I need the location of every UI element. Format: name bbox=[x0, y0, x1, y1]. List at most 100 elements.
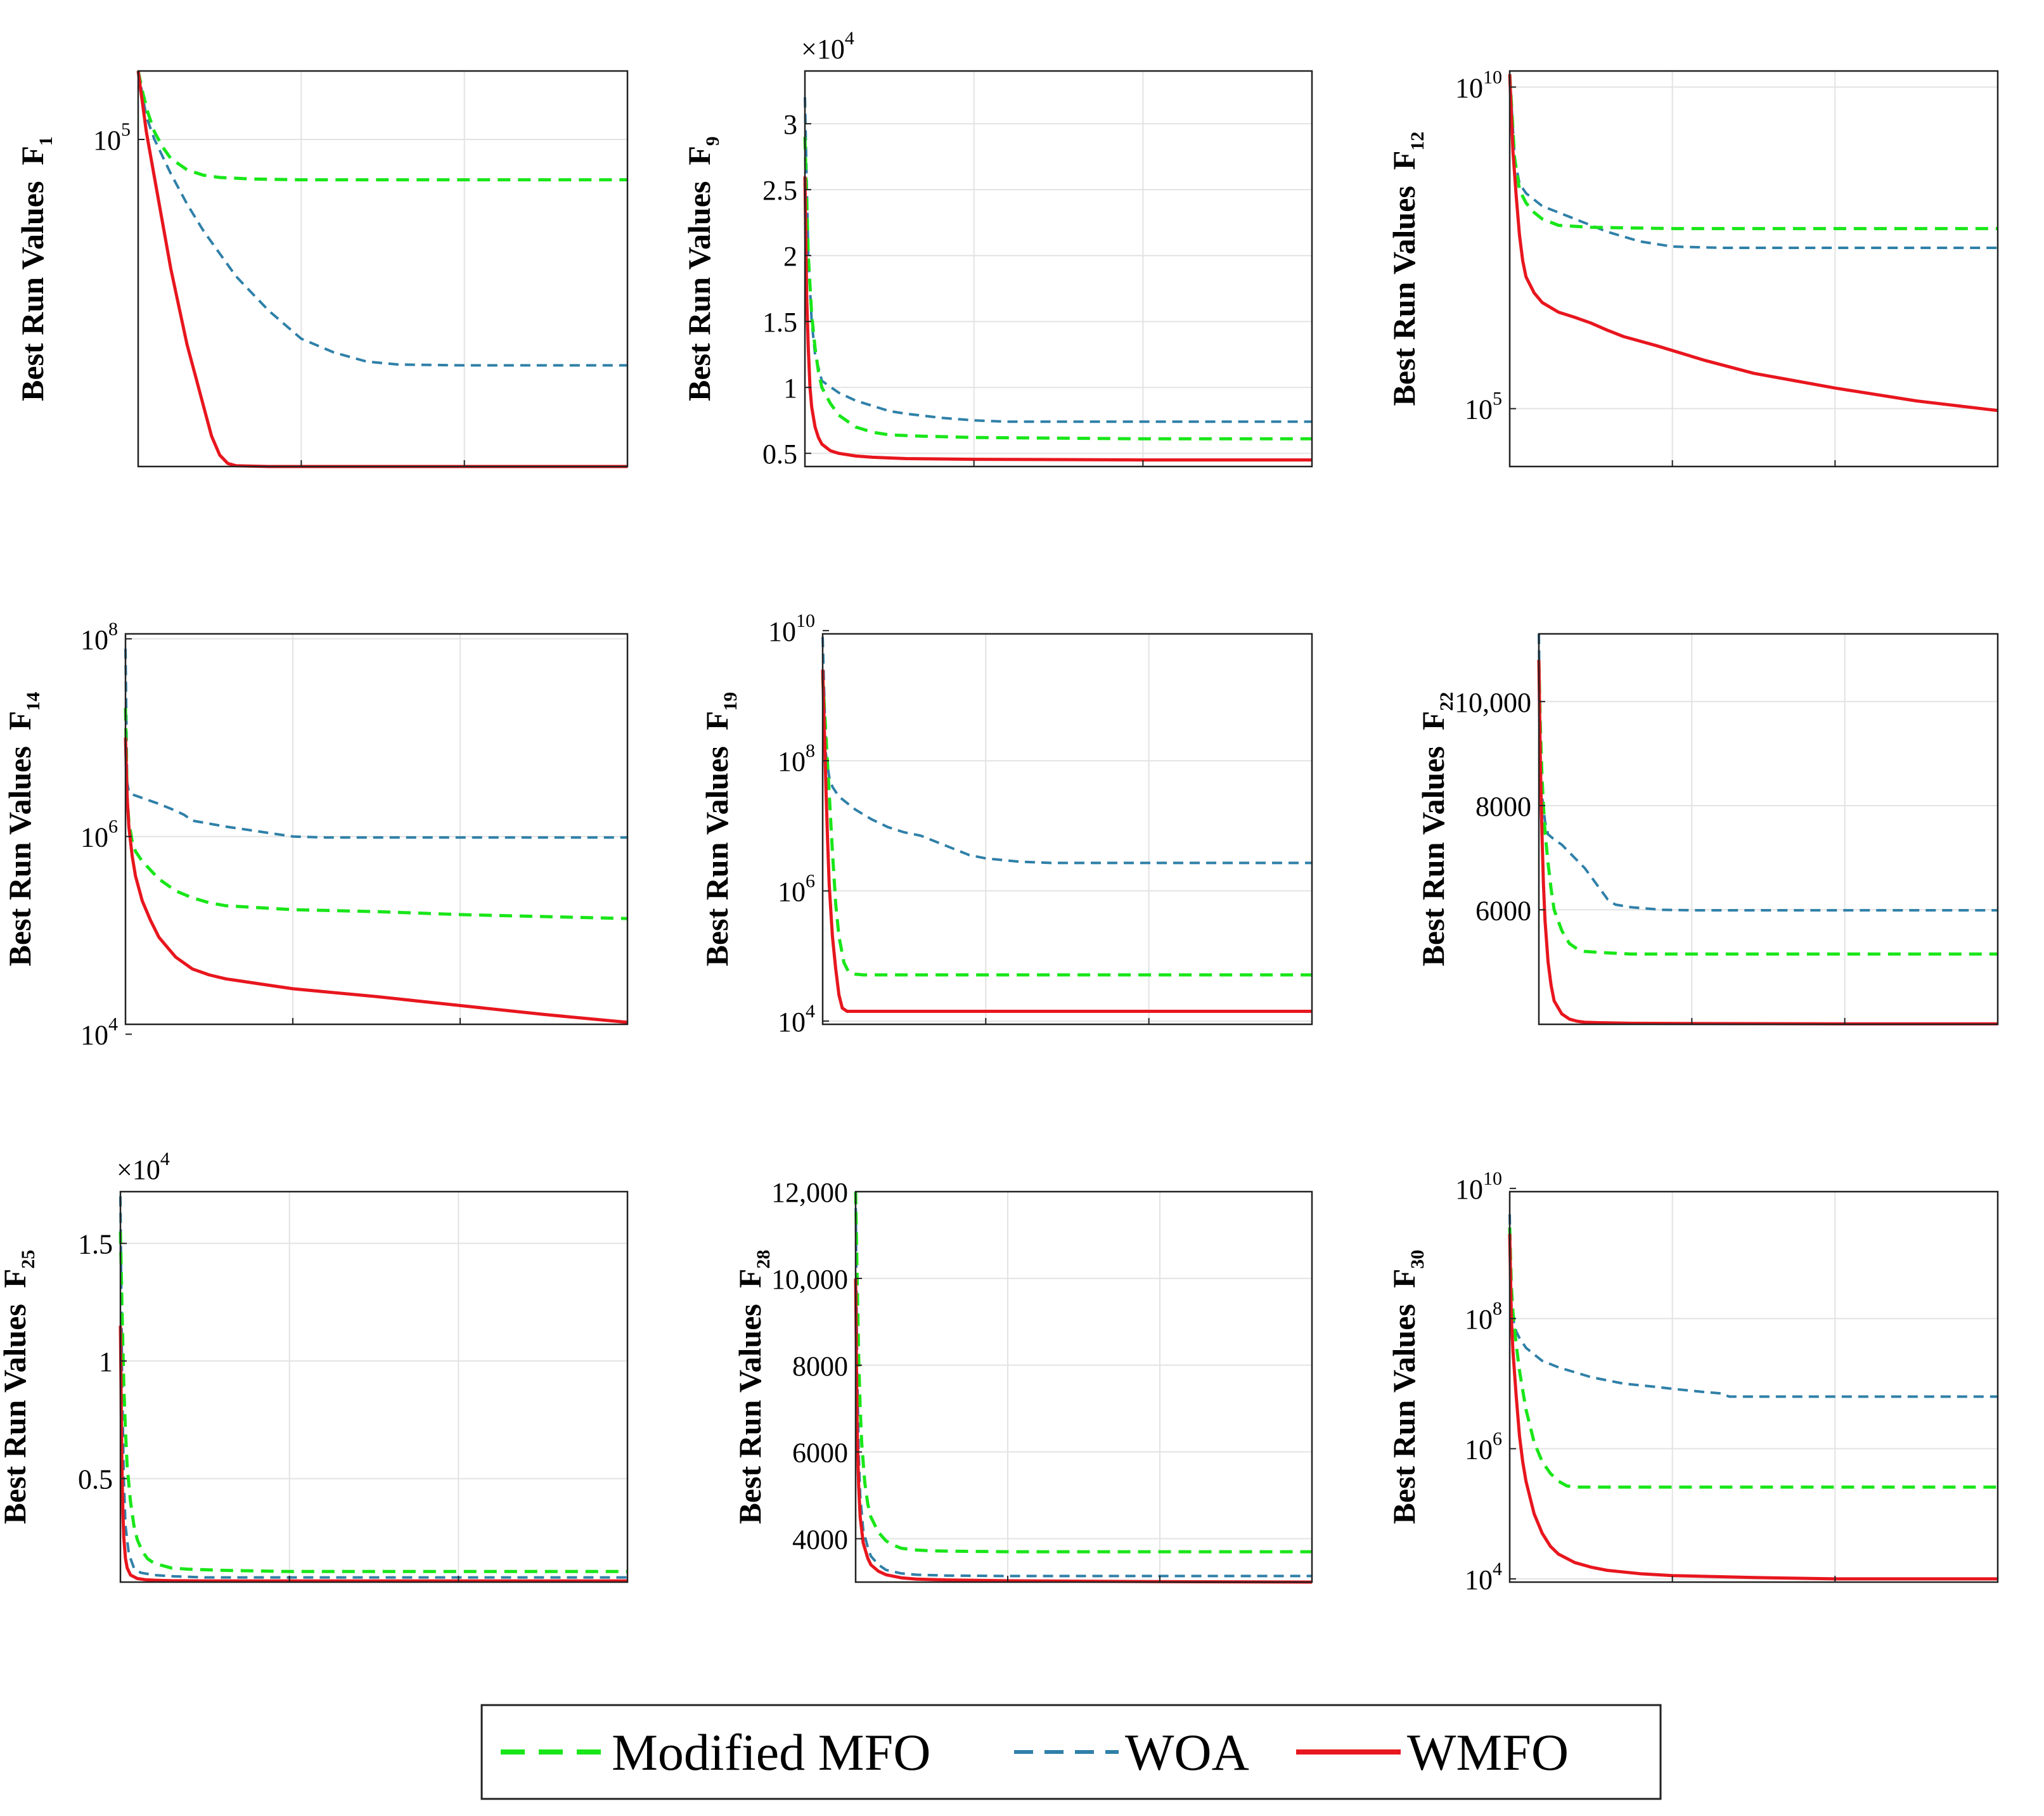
series-line-modified-mfo bbox=[1537, 660, 1998, 956]
y-axis-label-spacer bbox=[732, 1288, 768, 1304]
subplot-f25: 1.5 1 0.5 ×104 Best Run Values F25 bbox=[0, 1149, 629, 1583]
y-tick-label: 1010 bbox=[768, 610, 815, 647]
axes-box bbox=[124, 633, 629, 1026]
series-line-wmfo bbox=[803, 176, 1312, 462]
axes-box bbox=[119, 1190, 629, 1583]
function-name: F bbox=[2, 711, 37, 731]
function-subscript: 12 bbox=[1407, 132, 1428, 151]
y-tick-exponent: 8 bbox=[108, 619, 118, 640]
function-subscript: 1 bbox=[35, 136, 56, 146]
plot-area bbox=[125, 634, 627, 1024]
y-tick-label: 4000 bbox=[792, 1524, 848, 1555]
y-tick-base: 10 bbox=[778, 746, 806, 777]
y-tick-label: 105 bbox=[1465, 389, 1502, 425]
y-tick-base: 10 bbox=[1465, 1304, 1493, 1335]
axes-box bbox=[137, 70, 629, 468]
y-tick-label: 106 bbox=[80, 816, 118, 853]
y-axis-label-spacer bbox=[1415, 730, 1451, 746]
y-axis-multiplier: ×104 bbox=[801, 28, 854, 65]
y-tick-exponent: 10 bbox=[1483, 67, 1502, 87]
plot-area bbox=[120, 1192, 627, 1582]
y-tick-base: 10 bbox=[1455, 1174, 1483, 1205]
function-name: F bbox=[1386, 1269, 1422, 1289]
subplot-f9: 3 2.5 2 1.5 1 0.5 ×104 Best Run Values F9 bbox=[681, 28, 1313, 470]
function-name: F bbox=[15, 146, 50, 165]
y-tick-label: 10,000 bbox=[1455, 687, 1531, 718]
series-group bbox=[1537, 633, 1998, 1026]
plot-area bbox=[856, 1192, 1312, 1582]
multiplier-exponent: 4 bbox=[845, 28, 854, 49]
y-tick-base: 10 bbox=[1465, 1434, 1493, 1465]
y-tick-label: 1.5 bbox=[762, 307, 797, 338]
y-axis-label-spacer bbox=[699, 730, 735, 746]
y-tick-base: 10 bbox=[80, 822, 108, 853]
y-axis-label-text: Best Run Values bbox=[0, 1304, 32, 1524]
y-tick-label: 106 bbox=[778, 871, 815, 908]
y-tick-label: 0.5 bbox=[762, 439, 797, 470]
function-subscript: 9 bbox=[702, 136, 723, 146]
legend-label-woa: WOA bbox=[1125, 1723, 1249, 1781]
series-group bbox=[1508, 1214, 1998, 1581]
y-tick-base: 10 bbox=[80, 1020, 108, 1051]
y-axis-label: Best Run Values F28 bbox=[732, 1250, 774, 1524]
y-tick-exponent: 10 bbox=[1483, 1168, 1502, 1189]
series-line-woa bbox=[1538, 633, 1998, 912]
legend: Modified MFO WOA WMFO bbox=[480, 1704, 1662, 1800]
y-axis-label-spacer bbox=[681, 165, 717, 181]
y-axis-label-text: Best Run Values bbox=[699, 746, 735, 966]
y-tick-label: 106 bbox=[1465, 1429, 1502, 1465]
function-subscript: 25 bbox=[18, 1250, 39, 1269]
y-tick-base: 10 bbox=[1465, 1564, 1493, 1595]
multiplier-base: ×10 bbox=[117, 1154, 160, 1185]
function-subscript: 22 bbox=[1436, 692, 1457, 711]
y-tick-base: 10 bbox=[93, 125, 121, 156]
y-tick-label: 1010 bbox=[1455, 1168, 1502, 1205]
series-group bbox=[1508, 74, 1998, 413]
series-line-wmfo bbox=[821, 669, 1312, 1013]
y-axis-label-spacer bbox=[2, 730, 37, 746]
y-tick-label: 2.5 bbox=[762, 175, 797, 206]
y-tick-label: 0.5 bbox=[78, 1464, 113, 1495]
function-name: F bbox=[1415, 711, 1451, 731]
y-axis-label-text: Best Run Values bbox=[1415, 746, 1451, 966]
y-tick-label: 108 bbox=[1465, 1298, 1502, 1335]
plot-area bbox=[1510, 1192, 1998, 1582]
legend-label-wmfo: WMFO bbox=[1407, 1723, 1569, 1781]
y-axis-label-text: Best Run Values bbox=[732, 1304, 768, 1524]
y-tick-label: 104 bbox=[1465, 1559, 1502, 1595]
y-axis-label-text: Best Run Values bbox=[1386, 186, 1422, 406]
y-axis-label: Best Run Values F19 bbox=[699, 692, 741, 967]
axes-box bbox=[854, 1190, 1313, 1583]
y-axis-label: Best Run Values F30 bbox=[1386, 1250, 1428, 1524]
function-subscript: 28 bbox=[753, 1250, 774, 1269]
y-tick-base: 10 bbox=[1465, 394, 1493, 425]
y-tick-exponent: 4 bbox=[108, 1014, 118, 1035]
axes-box bbox=[1538, 633, 1999, 1026]
y-tick-label: 108 bbox=[778, 740, 815, 777]
function-name: F bbox=[1386, 151, 1422, 171]
series-line-wmfo bbox=[1537, 660, 1998, 1026]
y-tick-base: 10 bbox=[778, 1007, 806, 1038]
subplot-f28: 12,000 10,000 8000 6000 4000 Best Run Values … bbox=[732, 1177, 1313, 1584]
series-line-modified-mfo bbox=[854, 1191, 1312, 1554]
series-group bbox=[803, 97, 1312, 462]
series-group bbox=[124, 648, 628, 1024]
plot-area bbox=[805, 71, 1312, 467]
series-line-woa bbox=[804, 97, 1312, 423]
y-tick-label: 104 bbox=[778, 1001, 815, 1038]
y-axis-label: Best Run Values F12 bbox=[1386, 132, 1428, 406]
series-line-wmfo bbox=[1508, 74, 1998, 413]
y-tick-label: 8000 bbox=[792, 1351, 848, 1382]
function-name: F bbox=[732, 1269, 768, 1289]
series-line-woa bbox=[1508, 74, 1998, 249]
series-line-modified-mfo bbox=[119, 1232, 627, 1573]
y-tick-exponent: 5 bbox=[121, 119, 131, 140]
function-name: F bbox=[681, 146, 717, 165]
legend-label-modified-mfo: Modified MFO bbox=[612, 1723, 930, 1781]
series-group bbox=[854, 1191, 1313, 1584]
y-axis-label-text: Best Run Values bbox=[15, 181, 50, 401]
axes-box bbox=[821, 633, 1313, 1026]
series-line-modified-mfo bbox=[1508, 1227, 1998, 1489]
